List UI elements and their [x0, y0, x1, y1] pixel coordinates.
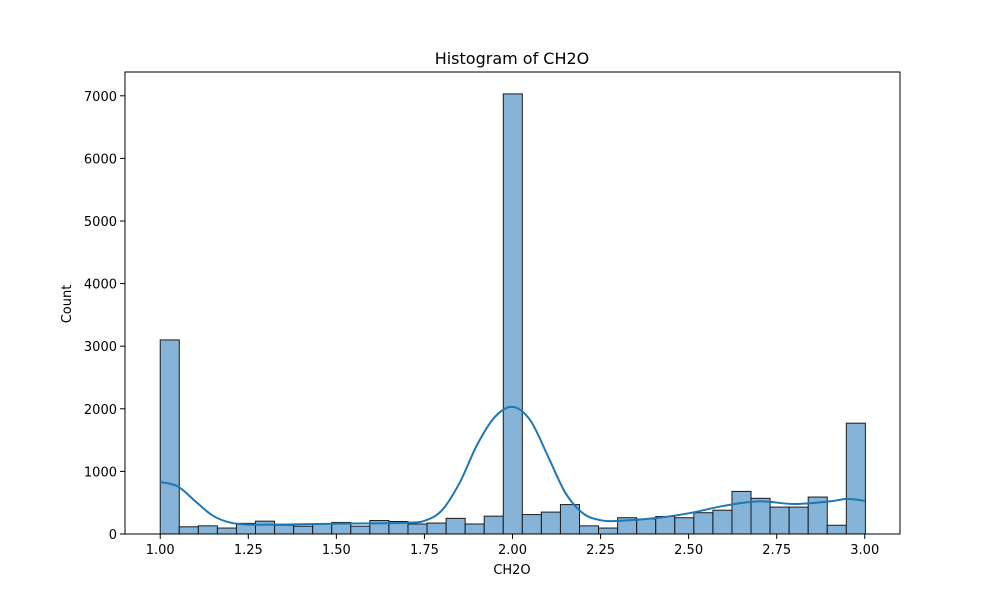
histogram-bar [826, 524, 847, 535]
histogram-bar [521, 514, 542, 535]
histogram-bar [216, 527, 237, 535]
y-axis-label: Count [60, 285, 75, 324]
y-tick-label: 5000 [84, 215, 117, 230]
histogram-bar [788, 506, 809, 535]
histogram-bar [845, 422, 866, 535]
y-tick-label: 7000 [84, 90, 117, 105]
x-tick-label: 2.75 [762, 543, 791, 558]
histogram-bar [712, 509, 733, 535]
histogram-bar [769, 506, 790, 535]
y-tick-label: 1000 [84, 465, 117, 480]
histogram-bar [750, 497, 771, 535]
y-tick-label: 0 [109, 528, 117, 543]
histogram-bar [159, 339, 180, 535]
y-tick-label: 4000 [84, 278, 117, 293]
histogram-bar [731, 490, 752, 535]
y-tick-label: 6000 [84, 152, 117, 167]
histogram-bar [598, 527, 619, 535]
x-tick-label: 1.00 [146, 543, 175, 558]
histogram-bar [502, 93, 523, 535]
histogram-bar [655, 515, 676, 535]
y-axis-ticks: 0 1000 2000 3000 4000 5000 6000 7000 [84, 90, 125, 543]
histogram-bar [407, 523, 428, 535]
kde-curve [159, 405, 865, 526]
x-tick-label: 1.25 [234, 543, 263, 558]
histogram-bar [540, 511, 561, 535]
histogram-bar [464, 523, 485, 535]
x-tick-label: 1.75 [410, 543, 439, 558]
histogram-bar [255, 520, 276, 535]
histogram-bar [350, 525, 371, 535]
x-tick-label: 2.50 [674, 543, 703, 558]
x-tick-label: 2.25 [586, 543, 615, 558]
histogram-bar [293, 525, 314, 535]
histogram-bar [312, 523, 333, 535]
histogram-bar [178, 526, 199, 535]
x-axis-label: CH2O [493, 563, 530, 578]
histogram-bar [693, 512, 714, 535]
x-axis-ticks: 1.00 1.25 1.50 1.75 2.00 2.25 2.50 2.75 3.00 [146, 534, 879, 558]
x-tick-label: 1.50 [322, 543, 351, 558]
histogram-bar [197, 525, 218, 535]
y-tick-label: 3000 [84, 340, 117, 355]
histogram-bar [636, 518, 657, 535]
histogram-bar [274, 524, 295, 535]
chart-title: Histogram of CH2O [435, 49, 590, 68]
x-tick-label: 3.00 [850, 543, 879, 558]
histogram-bar [674, 517, 695, 535]
histogram-bar [579, 525, 600, 535]
histogram-bar [483, 515, 504, 535]
x-tick-label: 2.00 [498, 543, 527, 558]
histogram-bar [426, 522, 447, 535]
y-tick-label: 2000 [84, 403, 117, 418]
histogram-bar [445, 517, 466, 535]
